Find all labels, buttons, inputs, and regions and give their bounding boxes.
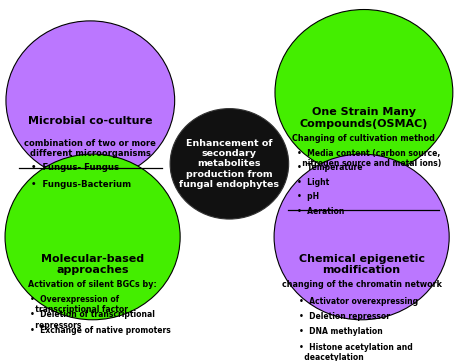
Text: •  Media content (carbon source,
  nitrogen source and metal ions): • Media content (carbon source, nitrogen… xyxy=(297,149,441,168)
Ellipse shape xyxy=(274,154,449,320)
Text: •  Histone acetylation and
  deacetylation: • Histone acetylation and deacetylation xyxy=(299,343,412,361)
Text: •  Deletion repressor: • Deletion repressor xyxy=(299,312,390,321)
Text: •  Light: • Light xyxy=(297,178,329,187)
Text: Changing of cultivation method: Changing of cultivation method xyxy=(292,134,435,143)
Text: combination of two or more
different microorganisms: combination of two or more different mic… xyxy=(24,139,156,158)
Text: •  Temperature: • Temperature xyxy=(297,163,363,172)
Text: Microbial co-culture: Microbial co-culture xyxy=(28,116,153,126)
Text: Chemical epigenetic
modification: Chemical epigenetic modification xyxy=(299,253,425,275)
Text: •  Activator overexpressing: • Activator overexpressing xyxy=(299,297,418,305)
Text: •  pH: • pH xyxy=(297,192,319,201)
Text: •  Aeration: • Aeration xyxy=(297,207,345,216)
Text: •  Fungus- Fungus: • Fungus- Fungus xyxy=(31,162,119,171)
Text: Activation of silent BGCs by:: Activation of silent BGCs by: xyxy=(28,280,157,289)
Text: Enhancement of
secondary
metabolites
production from
fungal endophytes: Enhancement of secondary metabolites pro… xyxy=(179,139,279,189)
Text: •  DNA methylation: • DNA methylation xyxy=(299,327,383,336)
Text: •  Fungus-Bacterium: • Fungus-Bacterium xyxy=(31,180,131,189)
Text: •  Exchange of native promoters: • Exchange of native promoters xyxy=(29,326,170,335)
Ellipse shape xyxy=(6,21,175,180)
Text: One Strain Many
Compounds(OSMAC): One Strain Many Compounds(OSMAC) xyxy=(300,107,428,129)
Text: •  Deletion of transcriptional
  repressors: • Deletion of transcriptional repressors xyxy=(29,310,155,330)
Ellipse shape xyxy=(275,9,453,175)
Text: •  Overexpression of
  transcriptional factor: • Overexpression of transcriptional fact… xyxy=(29,295,128,314)
Ellipse shape xyxy=(170,109,289,219)
Text: changing of the chromatin network: changing of the chromatin network xyxy=(282,280,442,289)
Text: Molecular-based
approaches: Molecular-based approaches xyxy=(41,253,144,275)
Ellipse shape xyxy=(5,154,180,320)
